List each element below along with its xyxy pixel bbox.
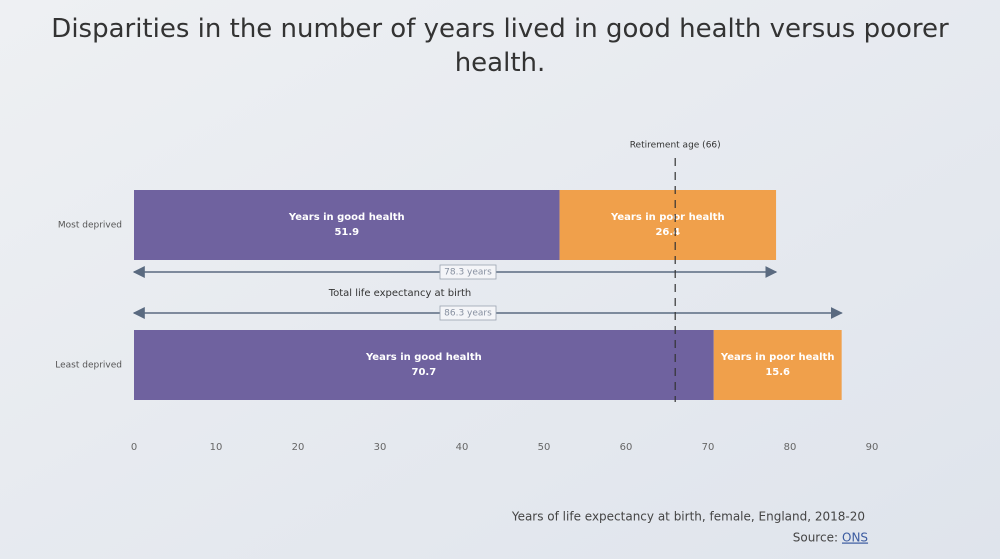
x-tick-label: 20 <box>292 442 305 453</box>
segment-value: 26.4 <box>655 227 680 238</box>
x-tick-label: 60 <box>620 442 633 453</box>
x-tick-label: 90 <box>866 442 879 453</box>
title-box: Disparities in the number of years lived… <box>51 14 949 78</box>
x-tick-label: 0 <box>131 442 137 453</box>
segment-value: 15.6 <box>765 367 790 378</box>
x-tick-label: 40 <box>456 442 469 453</box>
retirement-label: Retirement age (66) <box>630 141 721 151</box>
bar-segment <box>134 330 714 400</box>
total-label: 86.3 years <box>444 309 492 319</box>
x-tick-label: 30 <box>374 442 387 453</box>
x-tick-label: 70 <box>702 442 715 453</box>
total-label-box <box>439 305 497 321</box>
totals-title: Total life expectancy at birth <box>328 288 472 299</box>
caption: Years of life expectancy at birth, femal… <box>511 510 865 524</box>
bar-segment <box>134 190 560 260</box>
segment-name: Years in good health <box>365 352 482 363</box>
total-label: 78.3 years <box>444 268 492 278</box>
total-label-box <box>439 264 497 280</box>
segment-name: Years in good health <box>288 212 405 223</box>
source-label: Source: <box>793 531 838 545</box>
segment-name: Years in poor health <box>720 352 835 363</box>
x-tick-label: 10 <box>210 442 223 453</box>
bar-segment <box>559 190 777 260</box>
segment-name: Years in poor health <box>610 212 725 223</box>
category-label: Least deprived <box>55 361 122 371</box>
segment-value: 70.7 <box>412 367 437 378</box>
category-label: Most deprived <box>58 221 122 231</box>
chart-title: Disparities in the number of years lived… <box>51 14 949 78</box>
segment-value: 51.9 <box>334 227 359 238</box>
x-tick-label: 50 <box>538 442 551 453</box>
x-tick-label: 80 <box>784 442 797 453</box>
source-link[interactable]: ONS <box>842 531 868 545</box>
bar-segment <box>713 330 842 400</box>
